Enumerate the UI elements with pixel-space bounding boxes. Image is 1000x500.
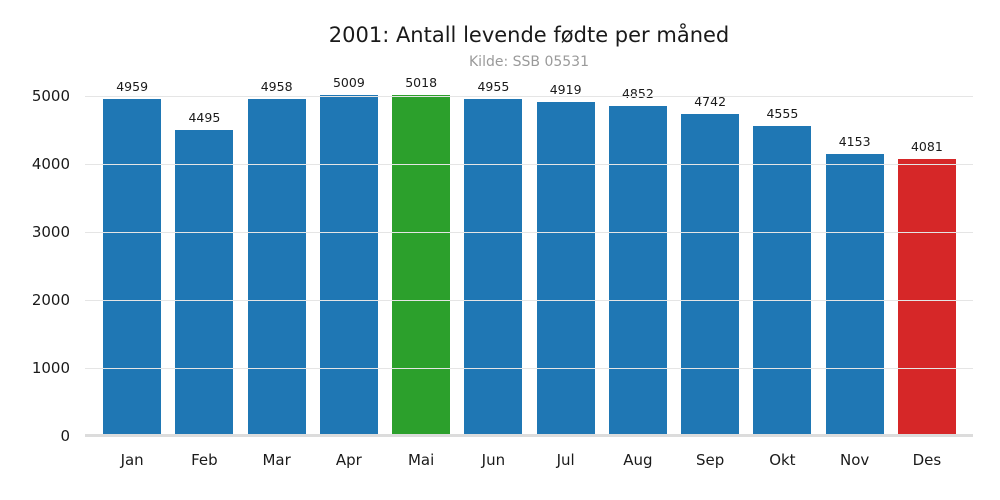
x-tick-label: Jan xyxy=(120,451,144,469)
bar-slot: 5009 xyxy=(313,75,385,436)
x-tick-label: Mar xyxy=(262,451,291,469)
bar-slot: 4081 xyxy=(891,96,963,436)
chart-subtitle: Kilde: SSB 05531 xyxy=(469,54,589,70)
bar-slot: 5018 xyxy=(385,75,457,436)
bar-feb xyxy=(175,130,234,436)
bar-value-label: 5009 xyxy=(332,75,365,91)
bar-mai xyxy=(392,94,451,436)
bar-slot: 4742 xyxy=(674,93,746,436)
bar-okt xyxy=(753,126,812,436)
x-tick-label: Sep xyxy=(695,451,725,469)
gridline xyxy=(85,231,973,233)
bar-value-label: 4919 xyxy=(549,81,582,97)
bar-value-label: 4955 xyxy=(477,79,510,95)
x-tick-label: Apr xyxy=(335,451,362,469)
bar-sep xyxy=(681,113,740,436)
plot-area: 4959 4495 4958 5009 5018 4955 4919 4852 4742 4555… xyxy=(32,75,973,445)
x-tick-label: Jun xyxy=(481,451,506,469)
bar-value-label: 4555 xyxy=(766,106,799,122)
x-axis-labels: Jan Feb Mar Apr Mai Jun Jul Aug Sep Okt Nov Des xyxy=(96,451,963,469)
bar-slot: 4153 xyxy=(819,96,891,436)
bar-value-label: 4959 xyxy=(116,78,149,94)
x-axis-line xyxy=(85,434,973,437)
x-tick-label: Jul xyxy=(556,451,575,469)
y-tick-label: 5000 xyxy=(31,87,70,105)
gridline xyxy=(85,163,973,165)
bar-mar xyxy=(247,98,306,436)
bar-des xyxy=(897,158,956,436)
bars-container: 4959 4495 4958 5009 5018 4955 4919 4852 4742 4555… xyxy=(96,75,963,436)
bar-slot: 4958 xyxy=(241,79,313,436)
y-tick-label: 1000 xyxy=(31,359,70,377)
x-tick-label: Mai xyxy=(407,451,435,469)
x-tick-label: Feb xyxy=(191,451,218,469)
bar-slot: 4495 xyxy=(168,96,240,436)
bar-slot: 4852 xyxy=(602,86,674,436)
bar-nov xyxy=(825,153,884,436)
bar-value-label: 4958 xyxy=(260,78,293,94)
y-tick-label: 3000 xyxy=(31,223,70,241)
bar-value-label: 4852 xyxy=(621,86,654,102)
x-tick-label: Nov xyxy=(839,451,870,469)
bar-apr xyxy=(319,95,378,436)
bar-slot: 4959 xyxy=(96,79,168,436)
bar-value-label: 4081 xyxy=(910,138,943,154)
bar-value-label: 4495 xyxy=(188,110,221,126)
x-tick-label: Des xyxy=(912,451,942,469)
bar-value-label: 5018 xyxy=(405,74,438,90)
gridline xyxy=(85,367,973,369)
x-tick-label: Okt xyxy=(769,451,796,469)
y-tick-label: 0 xyxy=(60,427,70,445)
bar-jan xyxy=(103,98,162,436)
bar-slot: 4955 xyxy=(457,79,529,436)
y-tick-label: 2000 xyxy=(31,291,70,309)
bar-value-label: 4742 xyxy=(694,93,727,109)
chart-title: 2001: Antall levende fødte per måned xyxy=(328,23,730,47)
bar-slot: 4555 xyxy=(746,96,818,436)
gridline xyxy=(85,299,973,301)
bar-jul xyxy=(536,101,595,436)
bar-value-label: 4153 xyxy=(838,133,871,149)
y-tick-label: 4000 xyxy=(31,155,70,173)
x-tick-label: Aug xyxy=(623,451,653,469)
bar-aug xyxy=(608,106,667,436)
bar-jun xyxy=(464,99,523,436)
gridline xyxy=(85,95,973,97)
bar-slot: 4919 xyxy=(530,82,602,436)
